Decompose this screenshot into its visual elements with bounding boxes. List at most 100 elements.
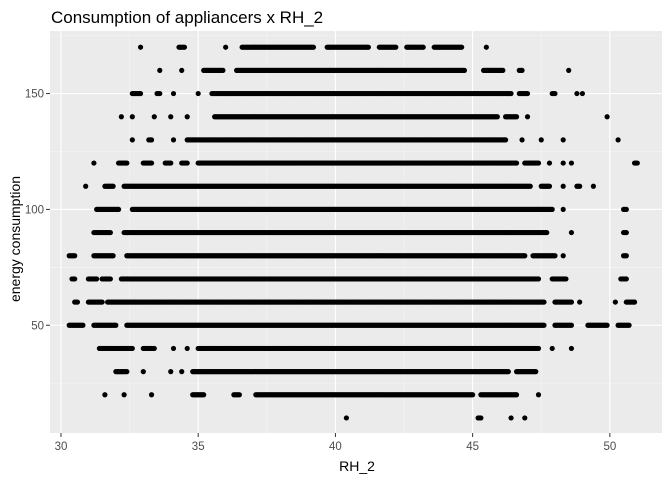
data-point	[157, 67, 163, 73]
data-point	[310, 44, 317, 50]
data-point	[179, 369, 185, 375]
data-point	[577, 183, 583, 189]
data-point	[568, 160, 575, 166]
data-point	[124, 369, 130, 375]
chart-title: Consumption of appliancers x RH_2	[51, 8, 323, 27]
data-point	[500, 67, 506, 73]
data-point	[195, 90, 201, 97]
data-point	[113, 322, 119, 328]
data-point	[80, 322, 86, 328]
data-point	[365, 44, 371, 50]
data-point	[568, 322, 575, 328]
data-point	[544, 229, 550, 236]
data-point	[560, 206, 566, 213]
data-point	[124, 160, 130, 166]
y-tick-label: 100	[25, 204, 44, 216]
data-point	[116, 206, 122, 213]
data-point	[623, 206, 629, 213]
data-point	[527, 183, 533, 189]
data-point	[612, 299, 618, 305]
data-point	[148, 137, 155, 143]
data-point	[568, 229, 575, 236]
data-point	[181, 44, 188, 50]
x-axis-ticks: 30 35 40 45 50	[55, 433, 616, 453]
data-point	[535, 345, 542, 352]
y-axis-title: energy consumption	[7, 176, 23, 302]
data-point	[129, 114, 135, 120]
data-point	[508, 415, 514, 421]
data-point	[615, 137, 621, 143]
data-point	[459, 44, 465, 50]
data-point	[626, 322, 632, 328]
data-point	[524, 114, 531, 120]
data-point	[535, 160, 542, 166]
data-point	[604, 322, 610, 328]
data-point	[168, 114, 174, 120]
data-point	[118, 114, 124, 120]
x-tick-label: 45	[466, 441, 479, 453]
y-tick-label: 150	[25, 89, 44, 101]
data-point	[560, 160, 566, 166]
data-point	[568, 299, 575, 305]
data-point	[121, 392, 127, 398]
data-point	[83, 183, 89, 189]
data-point	[151, 345, 157, 352]
data-point	[522, 253, 528, 259]
data-point	[552, 253, 558, 259]
data-point	[579, 90, 586, 97]
data-point	[170, 345, 177, 352]
x-tick-label: 30	[55, 441, 68, 453]
data-point	[513, 160, 520, 166]
x-tick-label: 40	[329, 441, 342, 453]
data-point	[201, 392, 207, 398]
data-point	[631, 299, 638, 305]
data-point	[538, 137, 544, 143]
data-point	[568, 345, 575, 352]
data-point	[483, 44, 489, 50]
data-point	[524, 90, 531, 97]
data-point	[91, 160, 97, 166]
data-point	[552, 90, 558, 97]
data-point	[461, 67, 467, 73]
data-point	[494, 114, 500, 120]
data-point	[151, 114, 157, 120]
data-point	[223, 44, 229, 50]
data-point	[220, 67, 226, 73]
data-point	[513, 114, 520, 120]
data-point	[574, 90, 580, 97]
x-axis-title: RH_2	[339, 458, 375, 474]
data-point	[533, 369, 539, 375]
data-point	[541, 299, 547, 305]
data-point	[470, 392, 476, 398]
data-point	[137, 90, 144, 97]
data-point	[546, 160, 553, 166]
data-point	[140, 369, 146, 375]
x-tick-label: 50	[603, 441, 616, 453]
data-point	[502, 137, 509, 143]
data-point	[478, 415, 484, 421]
data-point	[546, 183, 553, 189]
data-point	[513, 392, 520, 398]
data-point	[519, 67, 525, 73]
data-point	[623, 276, 629, 282]
data-point	[74, 299, 81, 305]
data-point	[170, 90, 177, 97]
data-point	[560, 253, 566, 259]
data-point	[566, 67, 572, 73]
data-point	[129, 137, 135, 143]
data-points	[66, 44, 640, 421]
data-point	[522, 415, 528, 421]
data-point	[170, 137, 177, 143]
data-point	[107, 229, 113, 236]
data-point	[179, 67, 185, 73]
data-point	[184, 160, 190, 166]
data-point	[157, 90, 163, 97]
data-point	[505, 369, 511, 375]
data-point	[107, 276, 113, 282]
data-point	[604, 114, 610, 120]
data-point	[420, 44, 426, 50]
data-point	[129, 345, 135, 352]
data-point	[184, 114, 190, 120]
